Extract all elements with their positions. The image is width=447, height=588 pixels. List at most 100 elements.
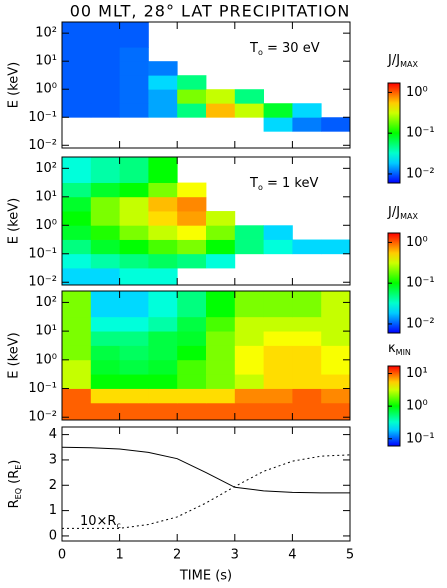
plot-frame (61, 290, 351, 421)
y-tick-label: 0 (49, 528, 57, 543)
annotation-part: T (249, 176, 258, 191)
heat-cell (177, 75, 207, 90)
heat-cell (206, 225, 236, 240)
heat-cell (206, 253, 236, 269)
heat-cell (206, 345, 236, 361)
heat-cell (119, 47, 149, 62)
colorbar-label: J/JMAX (387, 53, 418, 70)
heat-cell (90, 89, 120, 104)
heat-cell (148, 196, 178, 212)
heat-cell (62, 196, 92, 212)
heat-cell (234, 291, 264, 318)
heat-cell (90, 291, 120, 318)
heat-cell (119, 182, 149, 198)
heat-cell (119, 196, 149, 212)
heat-cell (177, 359, 207, 375)
heat-cell (90, 402, 120, 420)
y-tick-label: 10² (35, 295, 57, 310)
y-tick-label: 10⁻¹ (28, 110, 57, 125)
heat-cell (177, 291, 207, 318)
heat-cell (148, 331, 178, 346)
y-axis-label: E (keV) (7, 198, 22, 244)
y-axis-label-part: EQ (14, 488, 23, 499)
colorbar-tick-label: 10⁰ (406, 399, 428, 414)
heat-cell (148, 75, 178, 90)
x-tick-label: 2 (173, 548, 181, 563)
heat-cell (292, 331, 322, 346)
heat-cell (206, 374, 236, 389)
heat-cell (234, 225, 264, 240)
x-tick-label: 3 (231, 548, 239, 563)
heat-cell (177, 182, 207, 198)
colorbar-tick-label: 10⁻² (406, 316, 435, 331)
heat-cell (90, 388, 120, 404)
heat-cell (90, 182, 120, 198)
heat-cell (148, 291, 178, 318)
heat-cell (321, 117, 350, 132)
heat-cell (177, 253, 207, 269)
heat-cell (263, 117, 293, 132)
plot-area (62, 22, 350, 132)
heat-cell (292, 316, 322, 332)
y-tick-label: 3 (49, 452, 57, 467)
heat-cell (206, 211, 236, 226)
heat-cell (263, 225, 293, 240)
y-axis-label-part: (R (7, 470, 22, 488)
y-axis-label: E (keV) (7, 62, 22, 108)
y-tick-label: 10² (35, 26, 57, 41)
heat-cell (263, 103, 293, 118)
heat-cell (234, 345, 264, 361)
heat-cell (148, 374, 178, 389)
colorbar-tick-label: 10¹ (406, 366, 428, 381)
heat-cell (62, 291, 92, 318)
heat-cell (177, 374, 207, 389)
heat-cell (90, 268, 120, 285)
heat-cell (321, 345, 350, 361)
colorbar-label: κMIN (388, 341, 411, 358)
heat-cell (62, 402, 92, 420)
heat-cell (148, 239, 178, 255)
heat-cell (321, 359, 350, 375)
heat-cell (206, 291, 236, 318)
y-tick-label: 10⁻² (28, 138, 57, 153)
heat-cell (119, 316, 149, 332)
heat-cell (206, 316, 236, 332)
heat-cell (177, 345, 207, 361)
heat-cell (206, 402, 236, 420)
heat-cell (177, 388, 207, 404)
y-tick-label: 10⁻¹ (28, 381, 57, 396)
heat-cell (234, 331, 264, 346)
y-axis-label-part: ) (7, 460, 22, 465)
heat-cell (119, 345, 149, 361)
heat-cell (263, 239, 293, 255)
plot-area (62, 157, 350, 285)
heat-cell (177, 89, 207, 104)
colorbar-label-part: MAX (400, 212, 418, 221)
heat-cell (119, 239, 149, 255)
figure-title: 00 MLT, 28° LAT PRECIPITATION (70, 2, 351, 21)
y-tick-label: 4 (49, 427, 57, 442)
heat-cell (90, 253, 120, 269)
y-tick-label: 10¹ (35, 324, 57, 339)
heat-cell (206, 359, 236, 375)
heat-cell (321, 316, 350, 332)
heat-cell (119, 75, 149, 90)
y-axis-label-part: R (7, 499, 22, 508)
heat-cell (206, 388, 236, 404)
heat-cell (148, 359, 178, 375)
annotation-part: 10×R (80, 514, 116, 529)
heat-cell (62, 22, 92, 48)
heat-cell (119, 157, 149, 183)
y-tick-label: 10² (35, 161, 57, 176)
plot-frame (61, 426, 351, 542)
heat-cell (263, 402, 293, 420)
heat-cell (177, 196, 207, 212)
x-axis-label: TIME (s) (179, 569, 232, 584)
y-tick-label: 10⁰ (35, 352, 57, 367)
heat-cell (263, 331, 293, 346)
heat-cell (119, 225, 149, 240)
heat-cell (292, 291, 322, 318)
heat-cell (90, 374, 120, 389)
heat-cell (119, 253, 149, 269)
annotation-part: o (258, 183, 263, 192)
